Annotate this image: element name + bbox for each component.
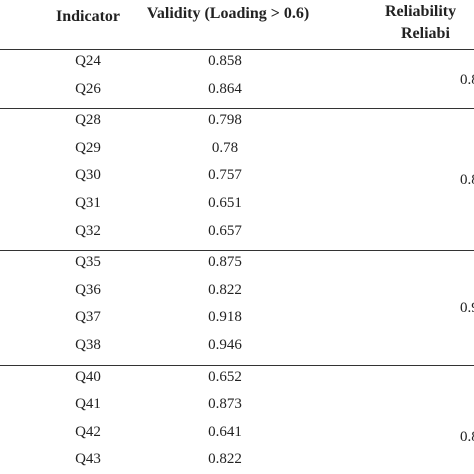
group-rule	[0, 108, 474, 110]
loading-cell: 0.918	[208, 309, 242, 326]
indicator-cell: Q28	[75, 112, 101, 129]
loading-cell: 0.651	[208, 195, 242, 211]
indicator-cell: Q32	[75, 222, 101, 239]
loading-cell: 0.946	[208, 337, 242, 353]
indicator-cell: Q41	[75, 396, 101, 413]
loading-cell: 0.798	[208, 112, 242, 129]
group-rule	[0, 364, 474, 366]
loading-cell: 0.822	[208, 281, 242, 298]
group-rule	[0, 250, 474, 252]
loading-cell: 0.641	[208, 423, 242, 440]
indicator-cell: Q42	[75, 423, 101, 440]
header-reliability: Reliability	[385, 3, 457, 20]
loading-cell: 0.757	[208, 167, 242, 184]
loading-cell: 0.822	[208, 451, 242, 468]
indicator-cell: Q30	[75, 167, 101, 184]
header-reliability: Reliabi	[401, 25, 450, 42]
loading-cell: 0.875	[208, 254, 242, 271]
loading-cell: 0.858	[208, 53, 242, 69]
loading-cell: 0.652	[208, 368, 242, 385]
indicator-cell: Q38	[75, 337, 101, 353]
indicator-cell: Q26	[75, 80, 101, 97]
header-validity: Validity (Loading > 0.6)	[146, 5, 310, 22]
loading-cell: 0.873	[208, 396, 242, 413]
loading-cell: 0.864	[208, 80, 242, 97]
reliability-cell: 0.8	[460, 428, 474, 445]
reliability-cell: 0.8	[460, 172, 474, 189]
header-indicator: Indicator	[56, 8, 120, 25]
loading-cell: 0.657	[208, 222, 242, 239]
indicator-cell: Q31	[75, 195, 101, 211]
loading-cell: 0.78	[211, 139, 239, 156]
indicator-cell: Q43	[75, 451, 101, 468]
indicator-cell: Q35	[75, 254, 101, 271]
reliability-cell: 0.9	[460, 300, 474, 317]
indicator-cell: Q24	[75, 53, 101, 69]
indicator-cell: Q37	[75, 309, 101, 326]
header-rule	[0, 49, 474, 50]
indicator-cell: Q29	[75, 139, 101, 156]
indicator-cell: Q40	[75, 368, 101, 385]
reliability-cell: 0.8	[460, 71, 474, 88]
indicator-cell: Q36	[75, 281, 101, 298]
